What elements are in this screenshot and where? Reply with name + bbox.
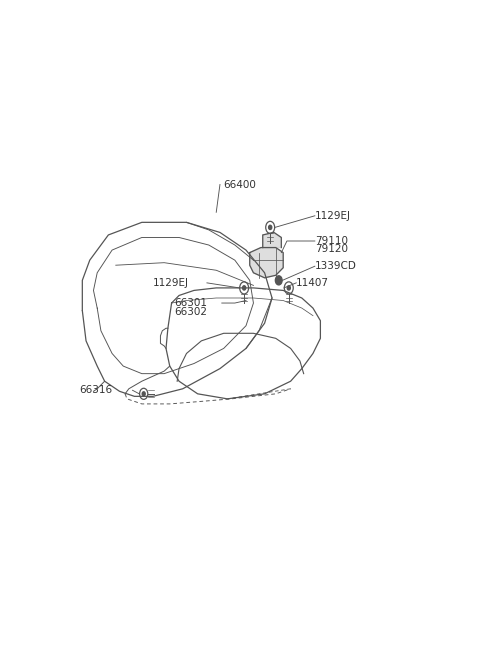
Text: 79120: 79120 — [315, 244, 348, 254]
Text: 66316: 66316 — [79, 385, 112, 395]
Text: 11407: 11407 — [296, 278, 329, 288]
Text: 66302: 66302 — [174, 307, 207, 316]
Text: 66400: 66400 — [224, 179, 256, 189]
Text: 1129EJ: 1129EJ — [152, 278, 188, 288]
Text: 79110: 79110 — [315, 236, 348, 246]
Circle shape — [269, 225, 272, 229]
Circle shape — [276, 276, 282, 285]
Circle shape — [142, 392, 145, 396]
Text: 1339CD: 1339CD — [315, 261, 357, 271]
Circle shape — [287, 286, 290, 290]
Polygon shape — [263, 233, 281, 248]
Text: 66301: 66301 — [174, 298, 207, 308]
Circle shape — [242, 286, 246, 290]
Polygon shape — [250, 248, 283, 278]
Text: 1129EJ: 1129EJ — [315, 211, 351, 221]
